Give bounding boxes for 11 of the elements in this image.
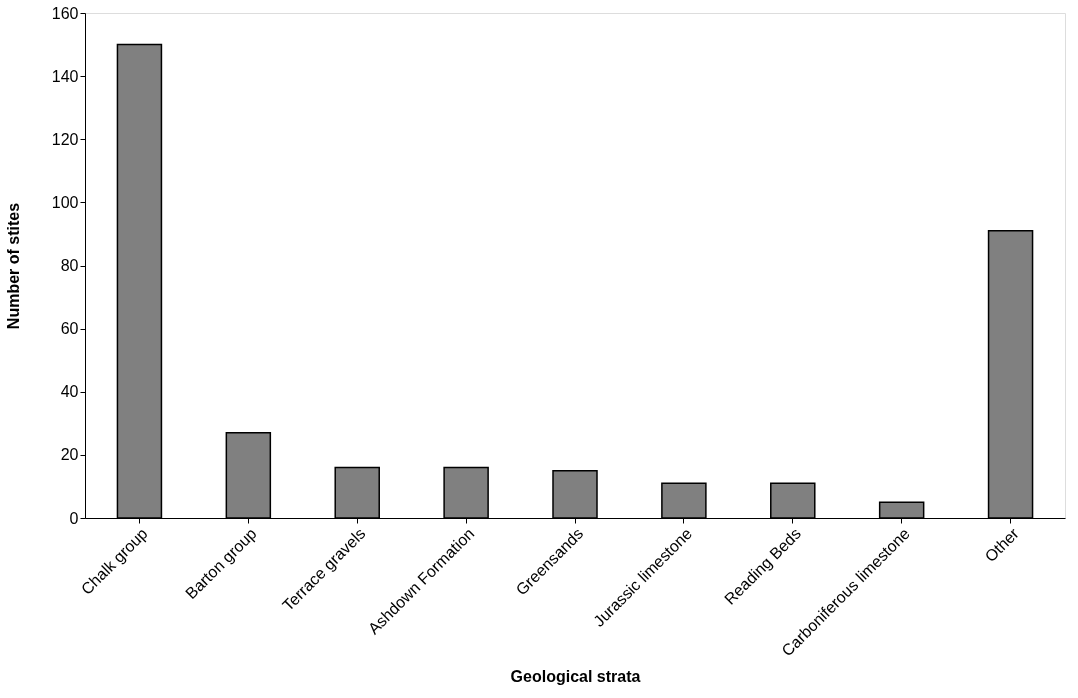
y-tick-label: 80 [60,257,79,274]
y-tick-label: 60 [60,320,79,338]
y-tick-label: 100 [51,193,79,211]
y-axis-title: Number of stites [4,202,22,330]
y-tick-label: 0 [69,509,79,527]
y-tick-label: 40 [60,383,79,401]
y-tick-label: 160 [51,4,79,22]
y-tick-label: 120 [51,130,79,148]
x-axis-title: Geological strata [510,668,641,686]
y-tick-label: 20 [60,446,79,464]
y-tick-label: 140 [51,67,79,85]
